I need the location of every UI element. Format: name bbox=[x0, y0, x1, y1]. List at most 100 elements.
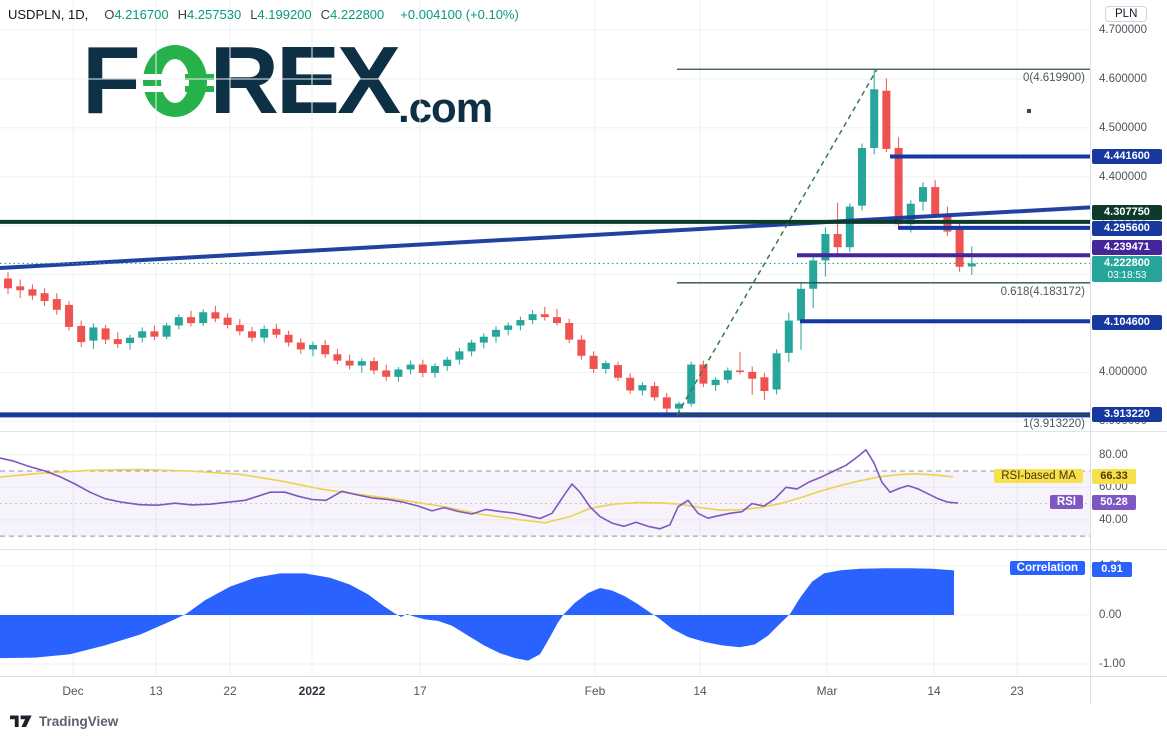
time-tick-label: 14 bbox=[693, 684, 707, 698]
candle-body bbox=[662, 397, 671, 409]
time-tick-label: Mar bbox=[816, 684, 838, 698]
fib-label-0618: 0.618(4.183172) bbox=[1000, 286, 1085, 298]
candle-body bbox=[638, 385, 647, 391]
price-badge-4239471: 4.239471 bbox=[1092, 240, 1162, 255]
tradingview-icon[interactable] bbox=[10, 714, 32, 728]
time-tick-label: 22 bbox=[223, 684, 237, 698]
candle-body bbox=[601, 363, 610, 369]
fib-label-1: 1(3.913220) bbox=[1022, 418, 1085, 430]
ohlc-field-l: L4.199200 bbox=[250, 7, 312, 22]
candle-body bbox=[540, 314, 549, 318]
candle-body bbox=[162, 325, 171, 337]
candle-body bbox=[4, 278, 12, 289]
candle-body bbox=[797, 288, 805, 321]
candle-body bbox=[431, 366, 439, 373]
candle-body bbox=[882, 90, 891, 149]
rsi-label: RSI bbox=[1049, 495, 1083, 509]
candle-body bbox=[858, 147, 866, 206]
candle-body bbox=[89, 327, 98, 341]
change-value: +0.004100 (+0.10%) bbox=[400, 7, 519, 22]
candle-body bbox=[809, 260, 818, 289]
candle-body bbox=[235, 324, 244, 332]
candle-body bbox=[577, 339, 586, 356]
price-tick-label: 4.000000 bbox=[1099, 366, 1147, 379]
trendline-drawing[interactable] bbox=[0, 205, 1090, 270]
candle-body bbox=[138, 331, 147, 338]
candle-body bbox=[906, 203, 915, 225]
candle-body bbox=[296, 342, 305, 350]
candle-body bbox=[528, 314, 537, 321]
candle-body bbox=[845, 206, 854, 248]
price-axis[interactable]: PLN 4.700000 4.600000 4.500000 4.400000 4.30… bbox=[1091, 0, 1167, 676]
candle-body bbox=[626, 377, 635, 391]
price-tick-label: 60.00 bbox=[1099, 481, 1128, 494]
candle-body bbox=[357, 361, 366, 366]
tradingview-wordmark[interactable]: TradingView bbox=[39, 713, 119, 729]
rsi-ma-label: RSI-based MA bbox=[994, 469, 1083, 483]
candle-body bbox=[370, 361, 378, 371]
candle-body bbox=[211, 312, 220, 319]
candle-body bbox=[504, 325, 513, 330]
ohlc-field-h: H4.257530 bbox=[177, 7, 242, 22]
price-tick-label: 4.700000 bbox=[1099, 24, 1147, 37]
price-badge-3913220: 3.913220 bbox=[1092, 407, 1162, 422]
candle-body bbox=[931, 187, 940, 215]
candle-body bbox=[126, 337, 134, 344]
candle-body bbox=[65, 304, 73, 327]
candle-body bbox=[309, 345, 317, 350]
candle-body bbox=[16, 286, 25, 291]
candle-body bbox=[687, 364, 696, 404]
correlation-label: Correlation bbox=[1009, 561, 1085, 575]
candle-body bbox=[40, 293, 49, 302]
time-tick-label: 14 bbox=[927, 684, 941, 698]
currency-button[interactable]: PLN bbox=[1105, 6, 1148, 22]
price-tick-label: 4.500000 bbox=[1099, 121, 1147, 134]
candle-body bbox=[736, 370, 744, 372]
price-badge-4295600: 4.295600 bbox=[1092, 221, 1162, 236]
candle-body bbox=[675, 403, 683, 409]
candle-body bbox=[894, 147, 903, 225]
price-tick-label: 4.400000 bbox=[1099, 170, 1147, 183]
candle-body bbox=[333, 354, 342, 361]
ohlc-field-c: C4.222800 bbox=[320, 7, 385, 22]
candle-body bbox=[394, 369, 403, 377]
time-tick-label: 13 bbox=[149, 684, 163, 698]
candle-body bbox=[467, 342, 476, 352]
logo-o-icon bbox=[136, 45, 214, 117]
candle-body bbox=[260, 328, 269, 338]
candle-body bbox=[443, 359, 452, 367]
candle-body bbox=[955, 226, 964, 267]
rsi-based-ma-line bbox=[0, 468, 954, 524]
panel-separator-correlation[interactable] bbox=[0, 549, 1167, 550]
candle-body bbox=[101, 328, 110, 340]
time-tick-label: 23 bbox=[1010, 684, 1024, 698]
time-tick-label: 2022 bbox=[298, 684, 326, 698]
candle-body bbox=[174, 317, 183, 326]
dashed-ray-drawing[interactable] bbox=[676, 68, 878, 416]
candle-body bbox=[455, 351, 464, 360]
time-axis[interactable]: Dec 13 22 2022 17 Feb 14 Mar 14 23 bbox=[0, 676, 1167, 706]
candle-body bbox=[967, 263, 976, 267]
candle-body bbox=[650, 386, 659, 398]
candle-body bbox=[345, 360, 354, 366]
candle-body bbox=[833, 234, 842, 248]
candle-body bbox=[723, 370, 732, 380]
price-badge-6633: 66.33 bbox=[1092, 469, 1136, 484]
chart-area[interactable] bbox=[0, 0, 1090, 676]
candle-body bbox=[821, 234, 830, 261]
symbol-title[interactable]: USDPLN, 1D, bbox=[8, 7, 89, 22]
ohlc-field-o: O4.216700 bbox=[104, 7, 169, 22]
price-axis-border bbox=[1090, 0, 1091, 704]
price-badge-5028: 50.28 bbox=[1092, 495, 1136, 510]
forex-com-logo: F REX .com bbox=[82, 33, 493, 132]
price-tick-label: 40.00 bbox=[1099, 513, 1128, 526]
drawing-anchor-dot[interactable] bbox=[1027, 109, 1031, 113]
panel-separator-rsi[interactable] bbox=[0, 431, 1167, 432]
candle-body bbox=[406, 364, 415, 370]
candle-body bbox=[784, 320, 793, 353]
price-badge-091: 0.91 bbox=[1092, 562, 1132, 577]
candle-body bbox=[223, 317, 232, 325]
price-tick-label: 80.00 bbox=[1099, 448, 1128, 461]
price-tick-label: -1.00 bbox=[1099, 658, 1126, 670]
